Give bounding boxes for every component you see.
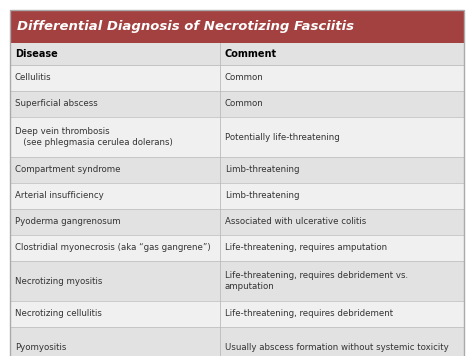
Text: Cellulitis: Cellulitis	[15, 73, 52, 83]
Text: Superficial abscess: Superficial abscess	[15, 99, 98, 109]
Bar	[10, 327, 464, 356]
Text: Common: Common	[225, 73, 264, 83]
Bar	[10, 43, 464, 65]
Bar	[10, 65, 464, 91]
Bar	[10, 183, 464, 209]
Text: Life-threatening, requires debridement vs.
amputation: Life-threatening, requires debridement v…	[225, 271, 408, 292]
Text: Pyomyositis: Pyomyositis	[15, 342, 66, 351]
Bar	[10, 157, 464, 183]
Text: Deep vein thrombosis
   (see phlegmasia cerulea dolerans): Deep vein thrombosis (see phlegmasia cer…	[15, 127, 173, 147]
Text: Compartment syndrome: Compartment syndrome	[15, 166, 120, 174]
Text: Life-threatening, requires debridement: Life-threatening, requires debridement	[225, 309, 393, 319]
Bar	[10, 301, 464, 327]
Text: Differential Diagnosis of Necrotizing Fasciitis: Differential Diagnosis of Necrotizing Fa…	[17, 20, 354, 33]
Text: Potentially life-threatening: Potentially life-threatening	[225, 132, 340, 141]
Bar	[10, 91, 464, 117]
Bar	[10, 117, 464, 157]
Text: Clostridial myonecrosis (aka “gas gangrene”): Clostridial myonecrosis (aka “gas gangre…	[15, 244, 210, 252]
Bar	[10, 235, 464, 261]
Text: Arterial insufficiency: Arterial insufficiency	[15, 192, 104, 200]
Text: Life-threatening, requires amputation: Life-threatening, requires amputation	[225, 244, 387, 252]
Text: Common: Common	[225, 99, 264, 109]
Text: Pyoderma gangrenosum: Pyoderma gangrenosum	[15, 218, 120, 226]
Bar	[10, 209, 464, 235]
Text: Associated with ulcerative colitis: Associated with ulcerative colitis	[225, 218, 366, 226]
Text: Necrotizing cellulitis: Necrotizing cellulitis	[15, 309, 102, 319]
Text: Disease: Disease	[15, 49, 58, 59]
Text: Limb-threatening: Limb-threatening	[225, 192, 300, 200]
Text: Necrotizing myositis: Necrotizing myositis	[15, 277, 102, 286]
Bar	[10, 10, 464, 43]
Text: Usually abscess formation without systemic toxicity: Usually abscess formation without system…	[225, 342, 449, 351]
Text: Limb-threatening: Limb-threatening	[225, 166, 300, 174]
Text: Comment: Comment	[225, 49, 277, 59]
Bar	[10, 261, 464, 301]
